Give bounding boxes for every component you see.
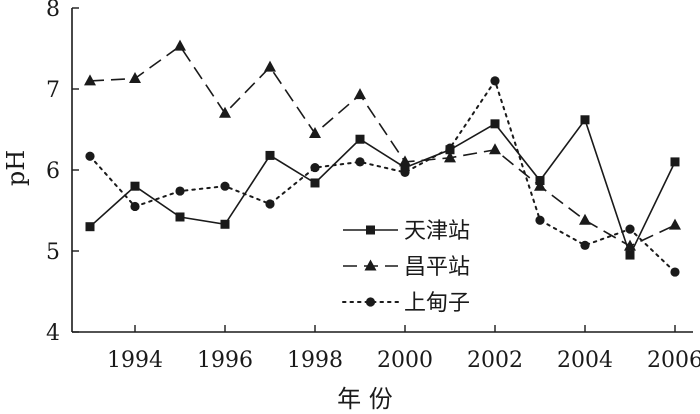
data-point xyxy=(580,115,590,125)
data-point xyxy=(264,60,276,72)
data-point xyxy=(129,71,141,83)
y-tick-label: 4 xyxy=(46,321,60,346)
series-line xyxy=(89,78,676,274)
data-point xyxy=(400,167,410,178)
legend-label: 昌平站 xyxy=(404,255,470,280)
series-3 xyxy=(85,76,680,277)
data-point xyxy=(219,106,231,118)
data-point xyxy=(625,224,635,234)
data-point xyxy=(265,150,275,160)
data-point xyxy=(220,181,230,191)
data-point xyxy=(354,88,366,100)
data-point xyxy=(535,215,545,225)
data-point xyxy=(399,155,411,167)
legend-marker xyxy=(364,259,377,271)
legend-marker xyxy=(365,297,376,307)
legend-label: 上甸子 xyxy=(404,291,470,316)
series-1 xyxy=(85,115,680,260)
data-point xyxy=(84,74,96,86)
data-point xyxy=(490,119,500,129)
x-axis-title: 年 份 xyxy=(337,385,393,413)
ticks-group: 4 5 6 7 8 1994 1996 1998 2000 2002 2004 2006 xyxy=(46,0,700,373)
axes-group xyxy=(71,8,693,333)
data-point xyxy=(445,143,455,153)
data-point xyxy=(309,127,321,139)
data-point xyxy=(174,39,186,51)
data-point xyxy=(444,151,456,163)
data-point xyxy=(670,267,680,277)
x-tick-label: 2000 xyxy=(377,348,433,373)
data-point xyxy=(534,179,546,191)
data-point xyxy=(489,143,501,155)
data-point xyxy=(355,157,365,167)
legend-label: 天津站 xyxy=(404,219,470,244)
x-tick-label: 1994 xyxy=(107,348,163,373)
series-line xyxy=(89,118,676,258)
y-tick-label: 7 xyxy=(46,78,60,103)
x-tick-label: 2002 xyxy=(467,348,523,373)
data-point xyxy=(355,134,365,144)
x-tick-label: 2004 xyxy=(557,348,613,373)
series-line xyxy=(89,44,676,248)
series-group xyxy=(84,39,681,277)
y-axis-title: pH xyxy=(2,150,30,186)
data-point xyxy=(490,76,500,86)
x-tick-label: 1996 xyxy=(197,348,253,373)
series-2 xyxy=(84,39,681,251)
data-point xyxy=(220,219,230,229)
data-point xyxy=(670,157,680,167)
x-tick-label: 2006 xyxy=(647,348,700,373)
data-point xyxy=(624,239,636,251)
y-tick-label: 5 xyxy=(46,240,60,265)
data-point xyxy=(265,199,275,209)
data-point xyxy=(310,162,320,173)
y-tick-label: 6 xyxy=(46,159,60,184)
data-point xyxy=(85,222,95,232)
data-point xyxy=(310,178,320,188)
legend-marker xyxy=(366,225,375,235)
y-tick-label: 8 xyxy=(46,0,60,22)
x-tick-label: 1998 xyxy=(287,348,343,373)
data-point xyxy=(85,151,95,161)
data-point xyxy=(580,240,590,250)
data-point xyxy=(175,186,185,196)
data-point xyxy=(175,212,185,222)
data-point xyxy=(579,213,591,225)
data-point xyxy=(669,218,681,230)
data-point xyxy=(625,250,635,260)
data-point xyxy=(130,201,140,212)
data-point xyxy=(400,163,410,173)
data-point xyxy=(130,181,140,191)
